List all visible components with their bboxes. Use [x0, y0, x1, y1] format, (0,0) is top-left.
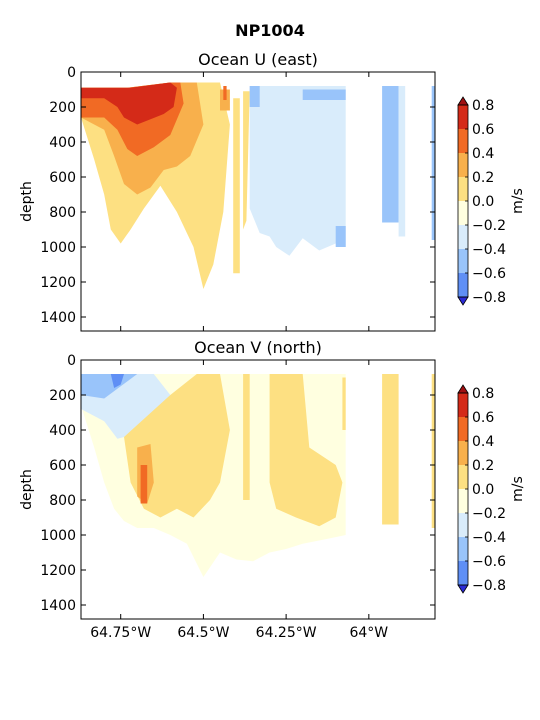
contour-region-11 — [302, 89, 346, 100]
colorbar-tick-label: 0.4 — [472, 146, 494, 162]
contour-region-5 — [233, 98, 240, 274]
colorbar-tick-label: −0.8 — [472, 290, 506, 306]
y-tick-label: 1400 — [40, 310, 76, 326]
colorbar-tick-label: 0.0 — [472, 482, 494, 498]
colorbar-segment — [458, 153, 468, 177]
colorbar-under-arrow — [457, 296, 469, 306]
y-tick-label: 1200 — [40, 275, 76, 291]
colorbar-segment — [458, 177, 468, 201]
colorbar-tick-label: −0.6 — [472, 266, 506, 282]
colorbar-segment — [458, 417, 468, 441]
chart-title: Ocean V (north) — [194, 338, 322, 357]
x-tick-label: 64°W — [349, 625, 388, 641]
contour-region-8 — [223, 86, 227, 100]
colorbar-tick-label: 0.6 — [472, 410, 494, 426]
contour-region-3 — [81, 374, 138, 399]
y-axis-label: depth — [19, 469, 35, 510]
y-tick-label: 0 — [67, 353, 76, 369]
y-tick-label: 1000 — [40, 240, 76, 256]
colorbar-segment — [458, 249, 468, 273]
x-tick-label: 64.5°W — [177, 625, 229, 641]
contour-region-14 — [398, 86, 406, 237]
contour-region-6 — [243, 91, 250, 230]
colorbar-over-arrow — [457, 384, 469, 394]
y-tick-label: 0 — [67, 65, 76, 81]
colorbar: 0.8 0.6 0.4 0.2 0.0 −0.2 −0.4 −0.6 −0.8 m/s — [457, 384, 526, 594]
contour-region-10 — [342, 377, 346, 430]
y-tick-label: 200 — [49, 388, 76, 404]
colorbar-under-arrow — [457, 584, 469, 594]
contour-region-11 — [382, 374, 399, 525]
colorbar-tick-label: −0.4 — [472, 530, 506, 546]
colorbar-tick-label: 0.2 — [472, 170, 494, 186]
y-tick-label: 200 — [49, 100, 76, 116]
contour-region-15 — [431, 86, 435, 240]
colorbar-over-arrow — [457, 96, 469, 106]
y-tick-label: 1200 — [40, 563, 76, 579]
colorbar-segment — [458, 105, 468, 129]
x-tick-label: 64.25°W — [256, 625, 317, 641]
y-tick-label: 800 — [49, 493, 76, 509]
colorbar-tick-label: −0.4 — [472, 242, 506, 258]
colorbar-tick-label: 0.2 — [472, 458, 494, 474]
chart-panel-1: Ocean U (east) 0 200 400 600 800 1000 1200 1400 d… — [19, 50, 526, 332]
y-tick-label: 600 — [49, 458, 76, 474]
y-tick-label: 400 — [49, 423, 76, 439]
figure-suptitle: NP1004 — [235, 21, 305, 40]
plot-frame — [80, 71, 436, 332]
colorbar-segment — [458, 201, 468, 225]
contour-region-9 — [249, 86, 346, 256]
colorbar-tick-label: 0.8 — [472, 386, 494, 402]
plot-frame — [80, 359, 436, 620]
colorbar-segment — [458, 513, 468, 537]
colorbar-segment — [458, 489, 468, 513]
colorbar-label: m/s — [510, 188, 526, 214]
colorbar-tick-label: −0.2 — [472, 218, 506, 234]
contour-region-4 — [110, 374, 124, 388]
y-tick-label: 800 — [49, 205, 76, 221]
contour-region-8 — [243, 374, 250, 500]
y-tick-label: 600 — [49, 170, 76, 186]
colorbar-tick-label: −0.6 — [472, 554, 506, 570]
contour-region-12 — [431, 374, 435, 528]
colorbar-tick-label: −0.2 — [472, 506, 506, 522]
y-tick-label: 400 — [49, 135, 76, 151]
x-tick-label: 64.75°W — [90, 625, 151, 641]
colorbar-segment — [458, 561, 468, 585]
y-axis-label: depth — [19, 181, 35, 222]
y-tick-label: 1000 — [40, 528, 76, 544]
colorbar-label: m/s — [510, 476, 526, 502]
chart-panel-2: Ocean V (north) 0 200 400 600 800 1000 1200 1400… — [19, 338, 526, 641]
colorbar-segment — [458, 129, 468, 153]
colorbar: 0.8 0.6 0.4 0.2 0.0 −0.2 −0.4 −0.6 −0.8 m/s — [457, 96, 526, 306]
y-tick-label: 1400 — [40, 598, 76, 614]
chart-title: Ocean U (east) — [198, 50, 318, 69]
colorbar-tick-label: −0.8 — [472, 578, 506, 594]
colorbar-segment — [458, 393, 468, 417]
colorbar-segment — [458, 273, 468, 297]
contour-region-9 — [269, 374, 343, 527]
colorbar-tick-label: 0.6 — [472, 122, 494, 138]
contour-region-12 — [335, 226, 346, 247]
colorbar-tick-label: 0.4 — [472, 434, 494, 450]
colorbar-tick-label: 0.0 — [472, 194, 494, 210]
contour-region-4 — [81, 82, 177, 125]
colorbar-segment — [458, 465, 468, 489]
contour-fill — [81, 374, 435, 577]
contour-region-10 — [249, 86, 260, 107]
colorbar-segment — [458, 225, 468, 249]
colorbar-segment — [458, 441, 468, 465]
contour-region-13 — [382, 86, 399, 223]
contour-region-7 — [140, 465, 148, 504]
contour-fill — [81, 82, 435, 289]
colorbar-tick-label: 0.8 — [472, 98, 494, 114]
colorbar-segment — [458, 537, 468, 561]
